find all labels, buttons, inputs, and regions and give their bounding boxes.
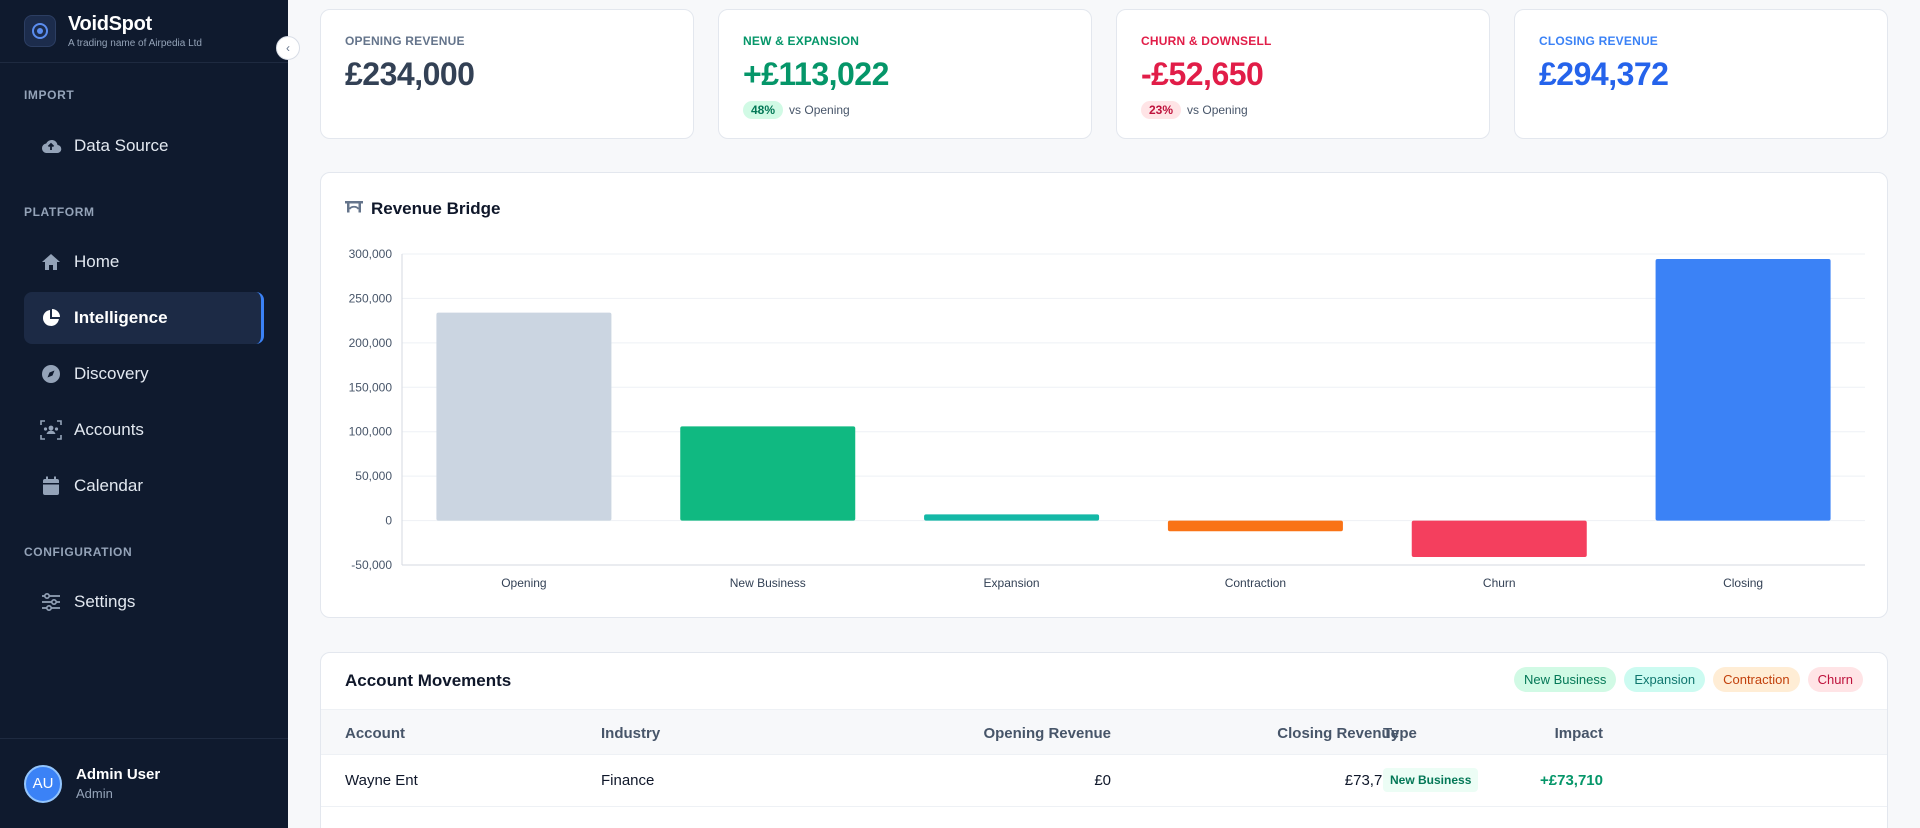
kpi-pct-text: vs Opening bbox=[1187, 103, 1248, 117]
table-row[interactable]: Wayne Ent Finance £0 £73,710 +£73,710 Ne… bbox=[321, 755, 1887, 807]
section-label-import: IMPORT bbox=[24, 88, 75, 102]
sidebar-item-label: Data Source bbox=[74, 136, 169, 155]
sidebar-item-accounts[interactable]: Accounts bbox=[24, 404, 264, 456]
sidebar-item-label: Settings bbox=[74, 592, 136, 611]
cell-opening-revenue: £0 bbox=[1094, 772, 1111, 789]
x-tick-label: Churn bbox=[1483, 576, 1516, 590]
brand-name: VoidSpot bbox=[68, 13, 152, 35]
sidebar-item-data-source[interactable]: Data Source bbox=[24, 120, 264, 172]
column-header-impact[interactable]: Impact bbox=[1554, 725, 1603, 742]
kpi-value: +£113,022 bbox=[743, 56, 889, 92]
y-tick-label: -50,000 bbox=[351, 558, 392, 572]
bar-expansion bbox=[924, 514, 1100, 521]
sidebar-item-label: Calendar bbox=[74, 476, 143, 495]
calendar-icon bbox=[40, 475, 62, 497]
chart-title: Revenue Bridge bbox=[371, 199, 501, 218]
x-tick-label: New Business bbox=[730, 576, 806, 590]
kpi-pct-badge: 23% bbox=[1141, 101, 1182, 119]
kpi-pct-badge: 48% bbox=[743, 101, 784, 119]
sidebar-item-settings[interactable]: Settings bbox=[24, 576, 264, 628]
sidebar-item-label: Home bbox=[74, 252, 120, 271]
sidebar-item-calendar[interactable]: Calendar bbox=[24, 460, 264, 512]
bar-closing bbox=[1655, 259, 1831, 521]
y-tick-label: 250,000 bbox=[349, 291, 393, 305]
legend-new-business[interactable]: New Business bbox=[1514, 667, 1617, 692]
y-tick-label: 50,000 bbox=[355, 469, 392, 483]
kpi-label: NEW & EXPANSION bbox=[743, 34, 860, 48]
sidebar-item-discovery[interactable]: Discovery bbox=[24, 348, 264, 400]
sidebar: VoidSpot A trading name of Airpedia Ltd … bbox=[0, 0, 288, 828]
x-tick-label: Expansion bbox=[984, 576, 1040, 590]
cell-impact: +£73,710 bbox=[1540, 772, 1603, 789]
kpi-label: CLOSING REVENUE bbox=[1539, 34, 1659, 48]
sidebar-item-label: Intelligence bbox=[74, 308, 168, 327]
cloud-upload-icon bbox=[40, 135, 62, 157]
user-role: Admin bbox=[76, 786, 113, 801]
kpi-opening-revenue: OPENING REVENUE £234,000 bbox=[320, 9, 694, 139]
home-icon bbox=[40, 251, 62, 273]
table-header: Account Industry Opening Revenue Closing… bbox=[321, 709, 1887, 755]
column-header-type[interactable]: Type bbox=[1383, 725, 1417, 742]
section-label-platform: PLATFORM bbox=[24, 205, 95, 219]
revenue-bridge-chart: 300,000 250,000 200,000 150,000 100,000 50,00… bbox=[349, 247, 1865, 590]
brand-logo-icon bbox=[24, 15, 56, 47]
column-header-closing-revenue[interactable]: Closing Revenue bbox=[1277, 725, 1399, 742]
legend-contraction[interactable]: Contraction bbox=[1713, 667, 1800, 692]
sidebar-item-label: Accounts bbox=[74, 420, 144, 439]
bar-contraction bbox=[1167, 520, 1343, 532]
bar-new-business bbox=[680, 426, 856, 521]
avatar: AU bbox=[24, 764, 62, 803]
user-profile[interactable]: AU Admin User Admin bbox=[0, 738, 288, 828]
x-tick-label: Closing bbox=[1723, 576, 1763, 590]
y-tick-label: 300,000 bbox=[349, 247, 393, 261]
sidebar-item-home[interactable]: Home bbox=[24, 236, 264, 288]
pie-chart-icon bbox=[40, 307, 62, 329]
legend-expansion[interactable]: Expansion bbox=[1624, 667, 1706, 692]
kpi-churn-downsell: CHURN & DOWNSELL -£52,650 23% vs Opening bbox=[1116, 9, 1490, 139]
sidebar-item-intelligence[interactable]: Intelligence bbox=[24, 292, 264, 344]
main-content: OPENING REVENUE £234,000 NEW & EXPANSION… bbox=[288, 0, 1920, 828]
section-label-configuration: CONFIGURATION bbox=[24, 545, 133, 559]
kpi-value: £294,372 bbox=[1539, 56, 1669, 92]
kpi-new-expansion: NEW & EXPANSION +£113,022 48% vs Opening bbox=[718, 9, 1092, 139]
revenue-bridge-card: 300,000 250,000 200,000 150,000 100,000 50,00… bbox=[320, 172, 1888, 618]
bar-churn bbox=[1411, 520, 1587, 558]
type-badge: New Business bbox=[1383, 768, 1479, 792]
table-row[interactable] bbox=[321, 807, 1887, 828]
table-title: Account Movements bbox=[345, 671, 512, 690]
bar-opening bbox=[436, 312, 612, 521]
y-tick-label: 0 bbox=[385, 514, 392, 528]
sidebar-item-label: Discovery bbox=[74, 364, 149, 383]
sliders-icon bbox=[40, 591, 62, 613]
brand: VoidSpot A trading name of Airpedia Ltd bbox=[0, 0, 288, 63]
brand-subtitle: A trading name of Airpedia Ltd bbox=[68, 38, 202, 49]
kpi-label: OPENING REVENUE bbox=[345, 34, 465, 48]
user-name: Admin User bbox=[76, 766, 161, 783]
account-movements-card: Account Movements New Business Expansion… bbox=[320, 652, 1888, 828]
kpi-value: £234,000 bbox=[345, 56, 475, 92]
compass-icon bbox=[40, 363, 62, 385]
y-tick-label: 150,000 bbox=[349, 380, 393, 394]
kpi-label: CHURN & DOWNSELL bbox=[1141, 34, 1272, 48]
y-tick-label: 200,000 bbox=[349, 336, 393, 350]
bridge-icon bbox=[345, 200, 363, 219]
legend-churn[interactable]: Churn bbox=[1807, 667, 1863, 692]
kpi-closing-revenue: CLOSING REVENUE £294,372 bbox=[1514, 9, 1888, 139]
cell-account: Wayne Ent bbox=[345, 772, 418, 789]
kpi-pct-text: vs Opening bbox=[789, 103, 850, 117]
column-header-industry[interactable]: Industry bbox=[601, 725, 661, 742]
y-tick-label: 100,000 bbox=[349, 425, 393, 439]
accounts-scan-icon bbox=[40, 419, 62, 441]
type-legend: New Business Expansion Contraction Churn bbox=[1514, 667, 1863, 692]
sidebar-collapse-button[interactable]: ‹ bbox=[276, 36, 300, 60]
column-header-opening-revenue[interactable]: Opening Revenue bbox=[983, 725, 1111, 742]
x-tick-label: Contraction bbox=[1225, 576, 1286, 590]
chevron-left-icon: ‹ bbox=[286, 41, 290, 55]
cell-industry: Finance bbox=[601, 772, 655, 789]
x-tick-label: Opening bbox=[501, 576, 546, 590]
column-header-account[interactable]: Account bbox=[345, 725, 405, 742]
kpi-value: -£52,650 bbox=[1141, 56, 1264, 92]
